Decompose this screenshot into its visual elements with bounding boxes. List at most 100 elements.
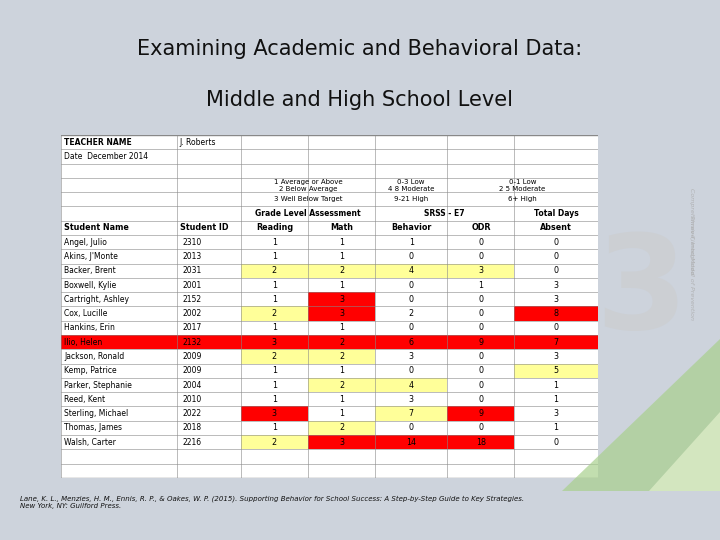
Bar xyxy=(447,264,515,278)
Bar xyxy=(241,264,308,278)
Text: 5: 5 xyxy=(554,366,559,375)
Text: 3: 3 xyxy=(595,229,687,356)
Text: 1: 1 xyxy=(272,423,277,433)
Bar xyxy=(308,292,375,307)
Bar xyxy=(308,349,375,363)
Text: Middle and High School Level: Middle and High School Level xyxy=(207,90,513,110)
Text: 2: 2 xyxy=(339,381,344,389)
Text: 6+ High: 6+ High xyxy=(508,197,537,202)
Text: 3 Well Below Target: 3 Well Below Target xyxy=(274,197,342,202)
Text: ODR: ODR xyxy=(471,224,491,232)
Text: 1: 1 xyxy=(339,280,344,289)
Text: 2018: 2018 xyxy=(183,423,202,433)
Bar xyxy=(515,307,598,321)
Text: 2013: 2013 xyxy=(183,252,202,261)
Text: Boxwell, Kylie: Boxwell, Kylie xyxy=(64,280,117,289)
Text: 0: 0 xyxy=(478,252,483,261)
Text: 2004: 2004 xyxy=(183,381,202,389)
Text: Cox, Lucille: Cox, Lucille xyxy=(64,309,108,318)
Text: 2010: 2010 xyxy=(183,395,202,404)
Bar xyxy=(515,363,598,378)
Bar xyxy=(375,435,447,449)
Text: 2002: 2002 xyxy=(183,309,202,318)
Text: 2009: 2009 xyxy=(183,366,202,375)
Text: 7: 7 xyxy=(554,338,559,347)
Text: 1: 1 xyxy=(272,238,277,247)
Bar xyxy=(308,435,375,449)
Bar xyxy=(375,378,447,392)
Text: 9: 9 xyxy=(478,338,484,347)
Text: 2022: 2022 xyxy=(183,409,202,418)
Bar xyxy=(375,407,447,421)
Text: 2009: 2009 xyxy=(183,352,202,361)
Bar xyxy=(241,307,308,321)
Text: 0: 0 xyxy=(478,309,483,318)
Text: 1: 1 xyxy=(272,366,277,375)
Text: 1: 1 xyxy=(272,395,277,404)
Text: Thomas, James: Thomas, James xyxy=(64,423,122,433)
Text: Backer, Brent: Backer, Brent xyxy=(64,266,116,275)
Text: Hankins, Erin: Hankins, Erin xyxy=(64,323,115,333)
Text: 2: 2 xyxy=(339,423,344,433)
Text: 1: 1 xyxy=(339,409,344,418)
Text: Cartright, Ashley: Cartright, Ashley xyxy=(64,295,130,304)
Text: 0: 0 xyxy=(478,295,483,304)
Text: 2017: 2017 xyxy=(183,323,202,333)
Text: 1: 1 xyxy=(554,395,559,404)
Bar xyxy=(375,264,447,278)
Text: SRSS - E7: SRSS - E7 xyxy=(424,209,465,218)
Text: Parker, Stephanie: Parker, Stephanie xyxy=(64,381,132,389)
Text: 2132: 2132 xyxy=(183,338,202,347)
Text: 3: 3 xyxy=(409,395,414,404)
Text: 3: 3 xyxy=(554,280,559,289)
Text: Jackson, Ronald: Jackson, Ronald xyxy=(64,352,125,361)
Text: Date  December 2014: Date December 2014 xyxy=(64,152,148,161)
Text: 1: 1 xyxy=(339,238,344,247)
Text: 1: 1 xyxy=(339,252,344,261)
Text: 0: 0 xyxy=(554,438,559,447)
Text: 0: 0 xyxy=(478,323,483,333)
Text: 2001: 2001 xyxy=(183,280,202,289)
Text: 0: 0 xyxy=(409,280,414,289)
Polygon shape xyxy=(649,412,720,491)
Text: Examining Academic and Behavioral Data:: Examining Academic and Behavioral Data: xyxy=(138,39,582,59)
Text: Ilio, Helen: Ilio, Helen xyxy=(64,338,103,347)
Text: 1: 1 xyxy=(272,295,277,304)
Text: 3: 3 xyxy=(554,295,559,304)
Bar xyxy=(308,378,375,392)
Text: 2152: 2152 xyxy=(183,295,202,304)
Text: 6: 6 xyxy=(409,338,414,347)
Text: Student ID: Student ID xyxy=(180,224,228,232)
Text: 0: 0 xyxy=(409,323,414,333)
Text: 0: 0 xyxy=(478,238,483,247)
Text: TEACHER NAME: TEACHER NAME xyxy=(64,138,132,147)
Text: Math: Math xyxy=(330,224,353,232)
Text: Sterling, Michael: Sterling, Michael xyxy=(64,409,129,418)
Text: 3: 3 xyxy=(478,266,483,275)
Text: Grade Level Assessment: Grade Level Assessment xyxy=(255,209,361,218)
Text: 0: 0 xyxy=(409,423,414,433)
Text: 0: 0 xyxy=(478,395,483,404)
Bar xyxy=(308,307,375,321)
Text: 1: 1 xyxy=(478,280,483,289)
Text: 8: 8 xyxy=(554,309,559,318)
Text: 0-3 Low
4 8 Moderate: 0-3 Low 4 8 Moderate xyxy=(388,179,434,192)
Text: 9-21 High: 9-21 High xyxy=(394,197,428,202)
Text: 2: 2 xyxy=(339,352,344,361)
Text: 1: 1 xyxy=(554,423,559,433)
Text: 0: 0 xyxy=(554,323,559,333)
Text: Walsh, Carter: Walsh, Carter xyxy=(64,438,117,447)
Text: 1: 1 xyxy=(272,280,277,289)
Bar xyxy=(447,407,515,421)
Text: Absent: Absent xyxy=(540,224,572,232)
Text: 0: 0 xyxy=(409,252,414,261)
Text: 0: 0 xyxy=(409,295,414,304)
Text: 2031: 2031 xyxy=(183,266,202,275)
Text: 0: 0 xyxy=(409,366,414,375)
Text: 2216: 2216 xyxy=(183,438,202,447)
Text: 2: 2 xyxy=(272,266,277,275)
Text: 1: 1 xyxy=(339,323,344,333)
Text: 2: 2 xyxy=(272,352,277,361)
Text: Reading: Reading xyxy=(256,224,293,232)
Bar xyxy=(447,435,515,449)
